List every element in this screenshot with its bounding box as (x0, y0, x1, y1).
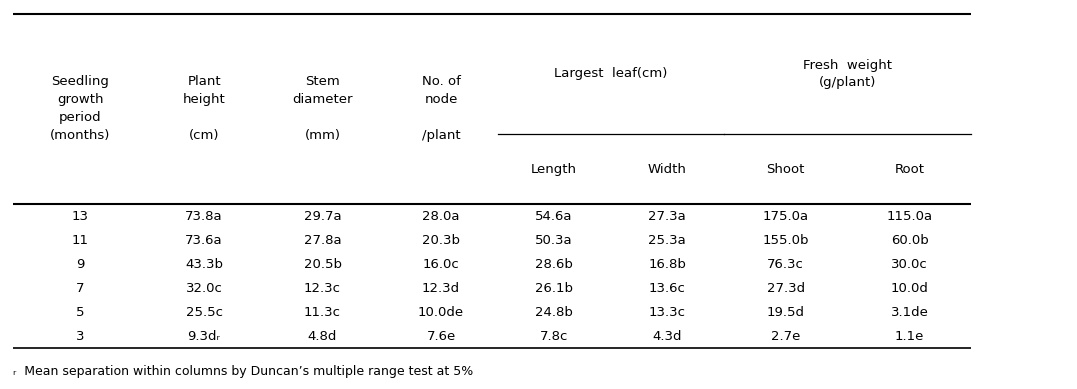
Text: 1.1e: 1.1e (895, 329, 924, 343)
Text: 16.0c: 16.0c (422, 258, 460, 271)
Text: 27.3a: 27.3a (648, 210, 686, 223)
Text: 4.8d: 4.8d (308, 329, 337, 343)
Text: 13.6c: 13.6c (648, 282, 686, 295)
Text: 43.3b: 43.3b (185, 258, 223, 271)
Text: 16.8b: 16.8b (648, 258, 686, 271)
Text: Fresh  weight
(g/plant): Fresh weight (g/plant) (803, 59, 892, 89)
Text: 28.6b: 28.6b (535, 258, 573, 271)
Text: Length: Length (531, 163, 577, 176)
Text: 12.3c: 12.3c (304, 282, 341, 295)
Text: 5: 5 (76, 306, 84, 319)
Text: 3: 3 (76, 329, 84, 343)
Text: 13: 13 (72, 210, 88, 223)
Text: Width: Width (647, 163, 687, 176)
Text: 2.7e: 2.7e (771, 329, 800, 343)
Text: 9.3dᵣ: 9.3dᵣ (187, 329, 221, 343)
Text: ᵣ  Mean separation within columns by Duncan’s multiple range test at 5%: ᵣ Mean separation within columns by Dunc… (13, 365, 473, 378)
Text: Largest  leaf(cm): Largest leaf(cm) (554, 67, 668, 81)
Text: 9: 9 (76, 258, 84, 271)
Text: 32.0c: 32.0c (185, 282, 223, 295)
Text: Seedling
growth
period
(months): Seedling growth period (months) (50, 75, 111, 142)
Text: Plant
height
 
(cm): Plant height (cm) (183, 75, 225, 142)
Text: 12.3d: 12.3d (422, 282, 460, 295)
Text: 11: 11 (72, 234, 88, 247)
Text: 155.0b: 155.0b (763, 234, 809, 247)
Text: 30.0c: 30.0c (891, 258, 928, 271)
Text: 4.3d: 4.3d (653, 329, 682, 343)
Text: 7.6e: 7.6e (426, 329, 456, 343)
Text: 24.8b: 24.8b (535, 306, 573, 319)
Text: 26.1b: 26.1b (535, 282, 573, 295)
Text: 25.3a: 25.3a (648, 234, 686, 247)
Text: 54.6a: 54.6a (535, 210, 573, 223)
Text: 7.8c: 7.8c (540, 329, 569, 343)
Text: Stem
diameter
 
(mm): Stem diameter (mm) (292, 75, 353, 142)
Text: 20.5b: 20.5b (304, 258, 341, 271)
Text: No. of
node
 
/plant: No. of node /plant (421, 75, 461, 142)
Text: 73.8a: 73.8a (185, 210, 223, 223)
Text: 50.3a: 50.3a (535, 234, 573, 247)
Text: 20.3b: 20.3b (422, 234, 460, 247)
Text: 60.0b: 60.0b (891, 234, 928, 247)
Text: 10.0d: 10.0d (891, 282, 928, 295)
Text: 115.0a: 115.0a (886, 210, 933, 223)
Text: Shoot: Shoot (767, 163, 805, 176)
Text: 10.0de: 10.0de (418, 306, 464, 319)
Text: Root: Root (895, 163, 924, 176)
Text: 25.5c: 25.5c (185, 306, 223, 319)
Text: 27.3d: 27.3d (767, 282, 805, 295)
Text: 27.8a: 27.8a (304, 234, 341, 247)
Text: 175.0a: 175.0a (763, 210, 809, 223)
Text: 73.6a: 73.6a (185, 234, 223, 247)
Text: 19.5d: 19.5d (767, 306, 805, 319)
Text: 76.3c: 76.3c (767, 258, 805, 271)
Text: 29.7a: 29.7a (304, 210, 341, 223)
Text: 7: 7 (76, 282, 84, 295)
Text: 13.3c: 13.3c (648, 306, 686, 319)
Text: 11.3c: 11.3c (304, 306, 341, 319)
Text: 28.0a: 28.0a (422, 210, 460, 223)
Text: 3.1de: 3.1de (891, 306, 928, 319)
